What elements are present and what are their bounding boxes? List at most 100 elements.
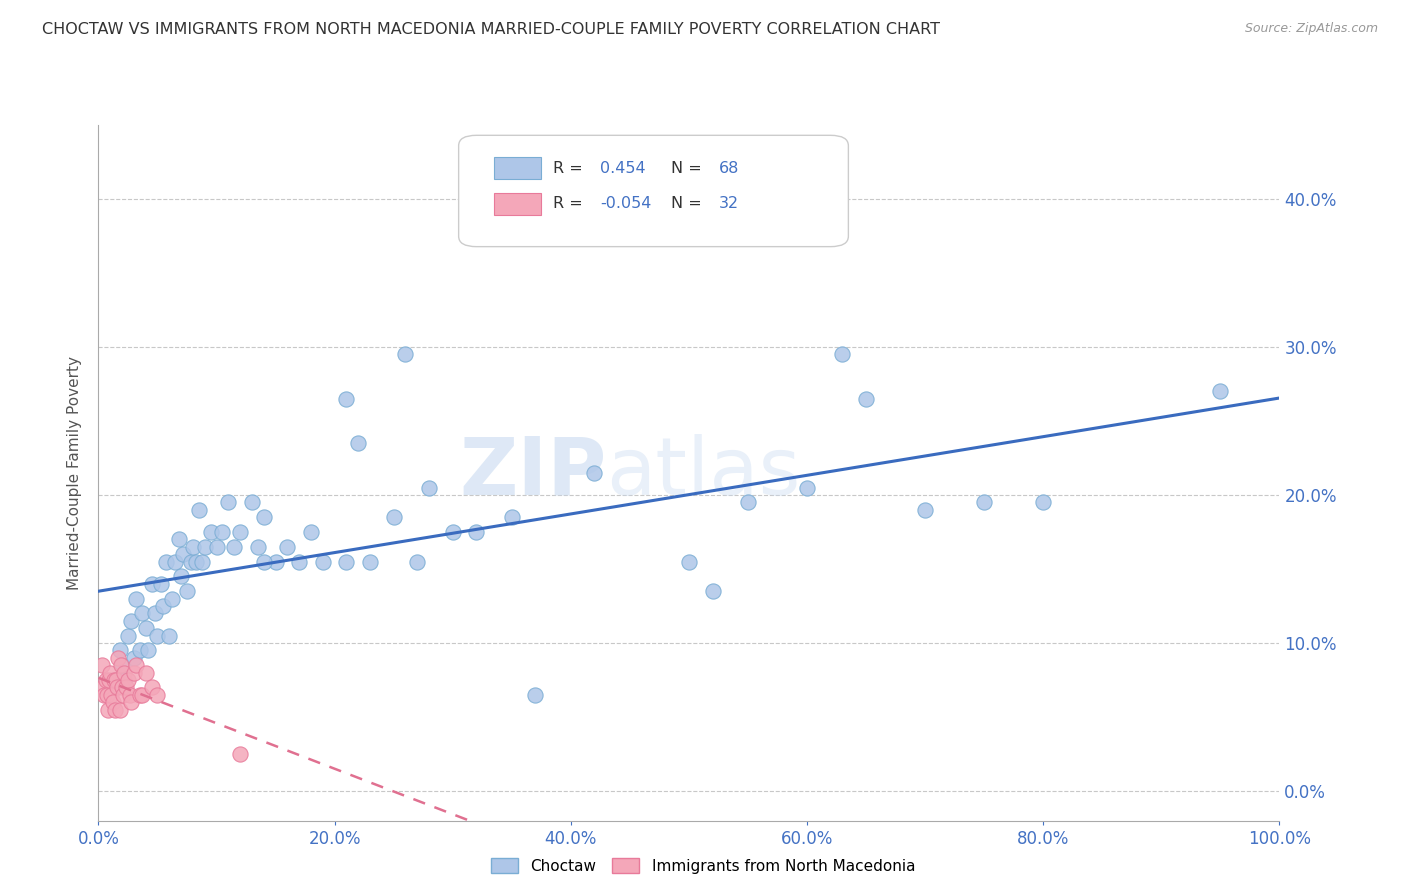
Point [180, 555, 202, 569]
Point [170, 569, 193, 583]
Point [117, 629, 139, 643]
FancyBboxPatch shape [494, 157, 541, 179]
Point [167, 533, 190, 547]
Point [335, 555, 357, 569]
Point [160, 591, 183, 606]
Point [105, 673, 128, 687]
Point [98, 665, 121, 680]
Point [141, 681, 163, 695]
Point [110, 658, 132, 673]
Point [111, 681, 134, 695]
Point [108, 703, 131, 717]
Point [152, 599, 174, 613]
Point [135, 665, 157, 680]
Point [98, 673, 121, 687]
Point [312, 555, 335, 569]
Point [1209, 384, 1232, 399]
Point [194, 540, 217, 554]
Point [501, 510, 523, 524]
Point [200, 524, 222, 539]
Point [1032, 495, 1054, 509]
Text: N =: N = [671, 161, 702, 176]
Text: ZIP: ZIP [458, 434, 606, 512]
Point [855, 392, 877, 406]
Point [97, 703, 120, 717]
Point [382, 510, 405, 524]
Point [146, 629, 169, 643]
Point [114, 681, 136, 695]
Legend: Choctaw, Immigrants from North Macedonia: Choctaw, Immigrants from North Macedonia [485, 852, 921, 880]
Point [146, 688, 169, 702]
Point [122, 650, 145, 665]
Point [191, 555, 214, 569]
Point [796, 481, 818, 495]
Point [96, 688, 118, 702]
Point [125, 658, 148, 673]
Text: 32: 32 [718, 196, 738, 211]
Point [186, 555, 208, 569]
Point [253, 555, 276, 569]
Point [678, 555, 700, 569]
Point [406, 555, 429, 569]
Point [172, 547, 194, 561]
Point [418, 481, 440, 495]
Point [335, 392, 357, 406]
Point [101, 695, 124, 709]
FancyBboxPatch shape [494, 193, 541, 215]
Point [128, 643, 150, 657]
Point [91, 658, 114, 673]
Point [112, 673, 135, 687]
Point [176, 584, 198, 599]
Text: 68: 68 [718, 161, 738, 176]
Point [121, 614, 143, 628]
Point [737, 495, 759, 509]
Point [136, 643, 159, 657]
Point [107, 650, 129, 665]
Point [276, 540, 298, 554]
Point [104, 703, 127, 717]
Point [117, 673, 139, 687]
Point [465, 524, 488, 539]
Point [394, 347, 416, 361]
Point [253, 510, 276, 524]
Point [224, 540, 246, 554]
Text: R =: R = [553, 161, 583, 176]
Point [91, 681, 114, 695]
Point [702, 584, 724, 599]
Point [524, 688, 547, 702]
Point [165, 555, 187, 569]
Point [217, 495, 239, 509]
Point [155, 555, 177, 569]
Point [229, 747, 252, 761]
Text: Source: ZipAtlas.com: Source: ZipAtlas.com [1244, 22, 1378, 36]
Text: 0.454: 0.454 [600, 161, 645, 176]
Text: R =: R = [553, 196, 583, 211]
Text: CHOCTAW VS IMMIGRANTS FROM NORTH MACEDONIA MARRIED-COUPLE FAMILY POVERTY CORRELA: CHOCTAW VS IMMIGRANTS FROM NORTH MACEDON… [42, 22, 941, 37]
Point [93, 688, 115, 702]
Point [125, 591, 148, 606]
Point [973, 495, 995, 509]
Point [131, 607, 153, 621]
Point [108, 643, 131, 657]
Point [157, 629, 180, 643]
Point [187, 502, 209, 516]
Point [128, 688, 150, 702]
Point [914, 502, 936, 516]
Text: N =: N = [671, 196, 702, 211]
Point [246, 540, 269, 554]
Point [112, 665, 135, 680]
Point [120, 688, 142, 702]
Point [94, 673, 117, 687]
Point [141, 576, 163, 591]
Point [122, 665, 145, 680]
Point [831, 347, 853, 361]
Point [143, 607, 166, 621]
Y-axis label: Married-Couple Family Poverty: Married-Couple Family Poverty [67, 356, 83, 590]
Point [264, 555, 287, 569]
Point [105, 681, 128, 695]
FancyBboxPatch shape [458, 136, 848, 247]
Point [583, 466, 606, 480]
Point [181, 540, 204, 554]
Point [347, 436, 370, 450]
Point [111, 658, 134, 673]
